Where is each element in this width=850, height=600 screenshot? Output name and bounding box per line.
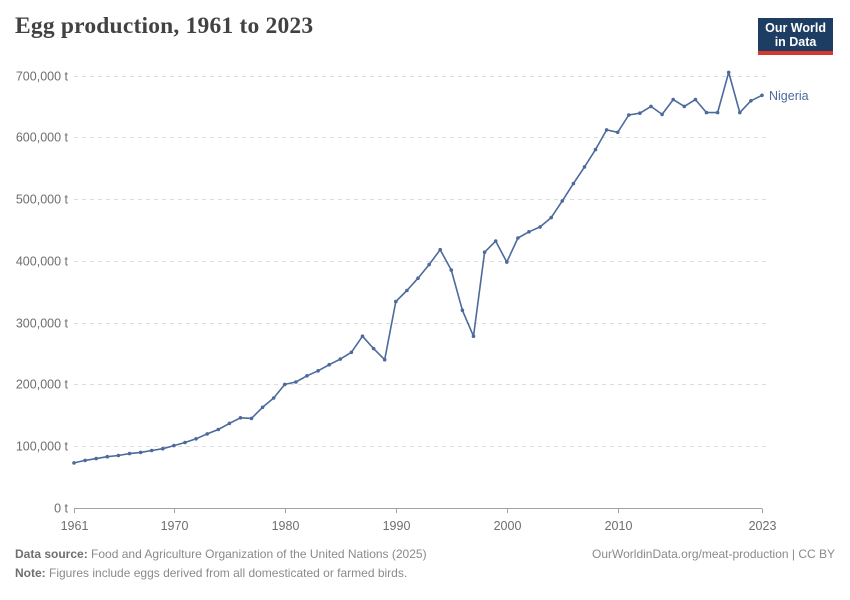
data-point xyxy=(649,104,653,109)
x-tick-label: 1990 xyxy=(383,519,411,533)
y-tick-label: 500,000 t xyxy=(16,193,69,207)
y-tick-label: 200,000 t xyxy=(16,378,69,392)
y-tick-label: 100,000 t xyxy=(16,440,69,454)
data-point xyxy=(382,357,387,362)
data-point xyxy=(438,247,443,252)
data-source-line: Data source: Food and Agriculture Organi… xyxy=(15,545,835,564)
data-point xyxy=(127,451,132,456)
data-point xyxy=(72,461,76,465)
data-point xyxy=(294,380,298,384)
data-point xyxy=(571,181,576,186)
x-axis: 1961 1970 1980 1990 2000 2010 2023 xyxy=(61,508,777,533)
data-point xyxy=(493,239,498,243)
data-point xyxy=(671,97,675,102)
data-point xyxy=(183,440,187,445)
data-point xyxy=(216,427,221,432)
data-point xyxy=(638,111,642,115)
data-point xyxy=(715,110,720,115)
data-point xyxy=(682,104,687,109)
data-point xyxy=(582,165,587,169)
data-point xyxy=(305,374,309,378)
data-point xyxy=(660,112,664,117)
y-axis-labels: 0 t 100,000 t 200,000 t 300,000 t 400,000 t 5… xyxy=(16,70,69,516)
y-tick-label: 700,000 t xyxy=(16,70,69,84)
data-point xyxy=(227,421,232,426)
nigeria-line xyxy=(73,71,763,464)
y-tick-label: 0 t xyxy=(54,502,68,516)
entity-label-group: Nigeria xyxy=(769,89,809,103)
data-point xyxy=(349,350,354,355)
data-point xyxy=(238,416,243,420)
data-point xyxy=(194,437,198,441)
data-point xyxy=(105,454,110,459)
entity-label: Nigeria xyxy=(769,89,809,103)
note-line: Note: Figures include eggs derived from … xyxy=(15,564,835,583)
data-point xyxy=(704,110,709,115)
data-point xyxy=(604,128,609,132)
owid-logo-line2: in Data xyxy=(774,35,817,49)
owid-logo[interactable]: Our World in Data xyxy=(758,18,833,55)
data-point xyxy=(760,93,764,98)
data-point xyxy=(482,250,487,254)
y-tick-label: 600,000 t xyxy=(16,131,69,145)
data-point xyxy=(149,448,154,453)
data-point xyxy=(172,443,176,448)
data-point xyxy=(283,382,287,387)
data-point xyxy=(360,334,365,339)
data-point xyxy=(538,225,542,229)
data-point xyxy=(138,450,143,455)
y-tick-label: 400,000 t xyxy=(16,255,69,269)
data-point xyxy=(260,405,265,410)
data-point xyxy=(471,334,476,339)
x-tick-label: 2010 xyxy=(605,519,633,533)
data-point xyxy=(249,416,254,421)
data-point xyxy=(371,346,376,351)
data-point xyxy=(527,230,531,234)
data-point xyxy=(327,362,332,367)
y-gridlines xyxy=(74,76,766,447)
data-point xyxy=(427,262,431,267)
data-point xyxy=(593,147,598,152)
data-point xyxy=(83,458,87,463)
data-point xyxy=(615,130,620,135)
data-point xyxy=(416,276,420,281)
data-point xyxy=(516,236,520,240)
data-point xyxy=(693,97,698,102)
chart-title: Egg production, 1961 to 2023 xyxy=(15,13,314,39)
data-point xyxy=(560,199,565,203)
x-tick-label: 1980 xyxy=(272,519,300,533)
y-tick-label: 300,000 t xyxy=(16,317,69,331)
data-point xyxy=(316,369,320,373)
data-point xyxy=(394,299,398,304)
data-point xyxy=(627,113,631,117)
data-point xyxy=(116,453,121,458)
data-point xyxy=(449,268,454,272)
x-tick-label: 1970 xyxy=(161,519,189,533)
data-point xyxy=(205,432,209,436)
data-point xyxy=(271,396,276,400)
note-label: Note: xyxy=(15,566,46,580)
data-point xyxy=(405,288,409,293)
data-point xyxy=(738,110,742,115)
x-tick-label: 2000 xyxy=(494,519,522,533)
data-point xyxy=(94,456,98,461)
owid-logo-line1: Our World xyxy=(765,21,826,35)
data-source-label: Data source: xyxy=(15,547,88,561)
x-tick-label: 1961 xyxy=(61,519,89,533)
data-point xyxy=(460,308,465,313)
data-series xyxy=(72,70,764,465)
x-tick-label: 2023 xyxy=(749,519,777,533)
data-point xyxy=(338,357,343,361)
data-point xyxy=(161,446,165,451)
credit-link[interactable]: OurWorldinData.org/meat-production | CC … xyxy=(592,547,835,561)
data-source-text: Food and Agriculture Organization of the… xyxy=(91,547,427,561)
note-text: Figures include eggs derived from all do… xyxy=(49,566,408,580)
data-point xyxy=(726,70,731,75)
data-point xyxy=(505,260,509,264)
data-point xyxy=(749,99,753,103)
chart-footer: Data source: Food and Agriculture Organi… xyxy=(15,545,835,583)
data-point xyxy=(549,215,553,220)
